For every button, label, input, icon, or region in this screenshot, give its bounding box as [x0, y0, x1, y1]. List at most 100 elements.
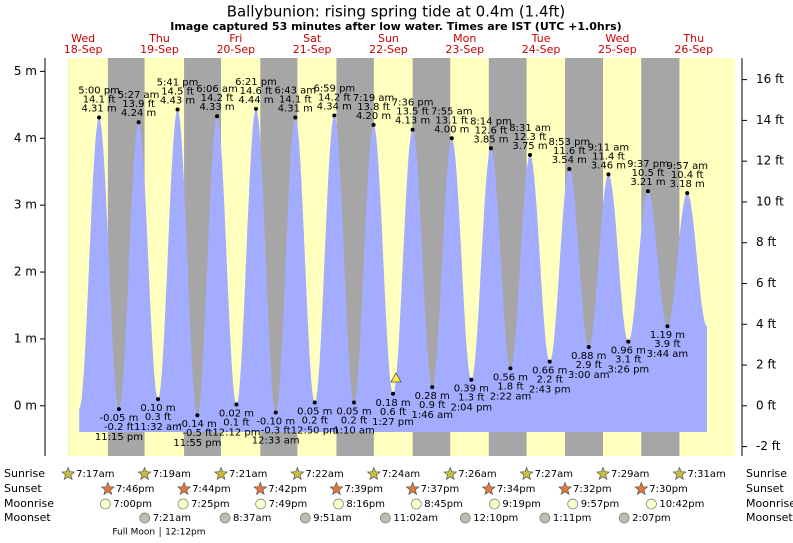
moonset-time: 2:07pm [632, 513, 671, 524]
tide-point [116, 407, 121, 412]
tide-point [645, 189, 650, 194]
tide-height-m: 3.75 m [512, 141, 547, 152]
tide-time: 7:36 pm [392, 98, 434, 109]
moonrise-time: 8:16pm [346, 499, 385, 510]
tide-height-ft: 1.3 ft [458, 393, 484, 404]
tide-time: 9:11 am [588, 142, 630, 153]
tide-height-ft: 13.9 ft [122, 99, 155, 110]
row-label: Moonrise [746, 497, 793, 510]
sunset-icon [177, 481, 192, 496]
tide-point [449, 136, 454, 141]
tide-point [97, 115, 102, 120]
sunrise-time: 7:26am [458, 469, 496, 480]
sunrise-time: 7:24am [382, 469, 420, 480]
row-label: Moonset [4, 511, 51, 524]
sunrise-icon [443, 466, 458, 481]
moonset-icon [618, 512, 630, 524]
tide-point [528, 152, 533, 157]
y2-tick-label: -2 ft [756, 439, 781, 453]
tide-point [293, 115, 298, 120]
tide-point [665, 324, 670, 329]
tide-time: 1:10 am [333, 425, 375, 436]
y2-tick-label: 12 ft [756, 154, 784, 168]
y2-tick-label: 16 ft [756, 72, 784, 86]
sunset-icon [634, 481, 649, 496]
tide-height-ft: 10.4 ft [671, 170, 704, 181]
row-label: Sunrise [746, 467, 787, 480]
tide-time: 1:46 am [411, 410, 453, 421]
tide-point [371, 122, 376, 127]
chart-subtitle: Image captured 53 minutes after low wate… [170, 20, 621, 33]
tide-height-ft: 14.2 ft [201, 93, 234, 104]
tide-height-ft: 2.9 ft [576, 360, 602, 371]
tide-height-ft: 14.2 ft [318, 93, 351, 104]
row-label: Sunset [746, 482, 784, 495]
moonset-time: 12:10pm [473, 513, 518, 524]
sunset-time: 7:39pm [344, 484, 383, 495]
tide-height-ft: 13.1 ft [435, 115, 468, 126]
tide-height-ft: 0.1 ft [223, 417, 249, 428]
tide-height-ft: 13.5 ft [396, 107, 429, 118]
tide-height-m: 4.34 m [317, 102, 352, 113]
y2-tick-label: 4 ft [756, 317, 776, 331]
tide-point [391, 391, 396, 396]
moonrise-icon [567, 498, 579, 510]
sunrise-time: 7:22am [305, 469, 343, 480]
weekday-label: Thu [148, 32, 170, 45]
y-tick-label: 1 m [14, 331, 37, 345]
tide-height-ft: 14.5 ft [161, 87, 194, 98]
sunrise-icon [290, 466, 305, 481]
tide-height-ft: 3.9 ft [654, 339, 680, 350]
y2-tick-label: 0 ft [756, 398, 776, 412]
tide-height-ft: 0.6 ft [380, 407, 406, 418]
date-label: 20-Sep [216, 43, 255, 56]
tide-height-ft: 14.6 ft [240, 86, 273, 97]
moonset-time: 8:37am [233, 513, 271, 524]
moonrise-icon [333, 498, 344, 510]
moonrise-time: 7:49pm [269, 499, 308, 510]
tide-height-m: 4.24 m [121, 108, 156, 119]
sunset-time: 7:30pm [649, 484, 688, 495]
tide-height-m: 0.66 m [532, 366, 567, 377]
tide-height-m: 0.02 m [219, 408, 254, 419]
tide-height-m: 4.31 m [278, 104, 313, 115]
tide-time: 3:44 am [647, 349, 689, 360]
tide-time: 6:06 am [196, 84, 238, 95]
tide-height-ft: 10.5 ft [632, 168, 665, 179]
weekday-label: Sun [378, 32, 399, 45]
y2-tick-label: 10 ft [756, 194, 784, 208]
tide-height-ft: 14.1 ft [83, 95, 116, 106]
moonset-icon [380, 512, 391, 524]
tide-height-ft: 0.2 ft [341, 415, 367, 426]
y2-tick-label: 14 ft [756, 113, 784, 127]
tide-height-m: 4.31 m [81, 104, 116, 115]
row-label: Moonset [746, 511, 793, 524]
tide-height-m: 0.05 m [297, 406, 332, 417]
sunrise-icon [519, 466, 534, 481]
moonset-icon [139, 512, 151, 524]
tide-time: 11:55 pm [173, 438, 221, 449]
date-label: 23-Sep [445, 43, 484, 56]
tide-height-ft: -0.3 ft [261, 426, 291, 437]
tide-height-m: 3.46 m [591, 160, 626, 171]
sunrise-icon [596, 466, 611, 481]
sunset-time: 7:42pm [268, 484, 307, 495]
tide-height-ft: 11.4 ft [592, 151, 625, 162]
sunset-icon [329, 481, 344, 496]
sunset-time: 7:46pm [116, 484, 155, 495]
date-label: 24-Sep [522, 43, 561, 56]
moonset-time: 9:51am [313, 513, 351, 524]
sunrise-icon [137, 466, 152, 481]
tide-time: 3:26 pm [607, 365, 649, 376]
y2-tick-label: 6 ft [756, 276, 776, 290]
sunset-icon [481, 481, 496, 496]
chart-title: Ballybunion: rising spring tide at 0.4m … [227, 3, 566, 21]
sunrise-time: 7:29am [611, 469, 649, 480]
tide-point [155, 397, 160, 402]
tide-height-m: 4.00 m [434, 124, 469, 135]
moonrise-time: 9:19pm [502, 499, 541, 510]
tide-area [79, 108, 707, 433]
tide-point [488, 146, 493, 151]
sunset-icon [405, 481, 420, 496]
tide-height-m: 0.10 m [140, 403, 175, 414]
